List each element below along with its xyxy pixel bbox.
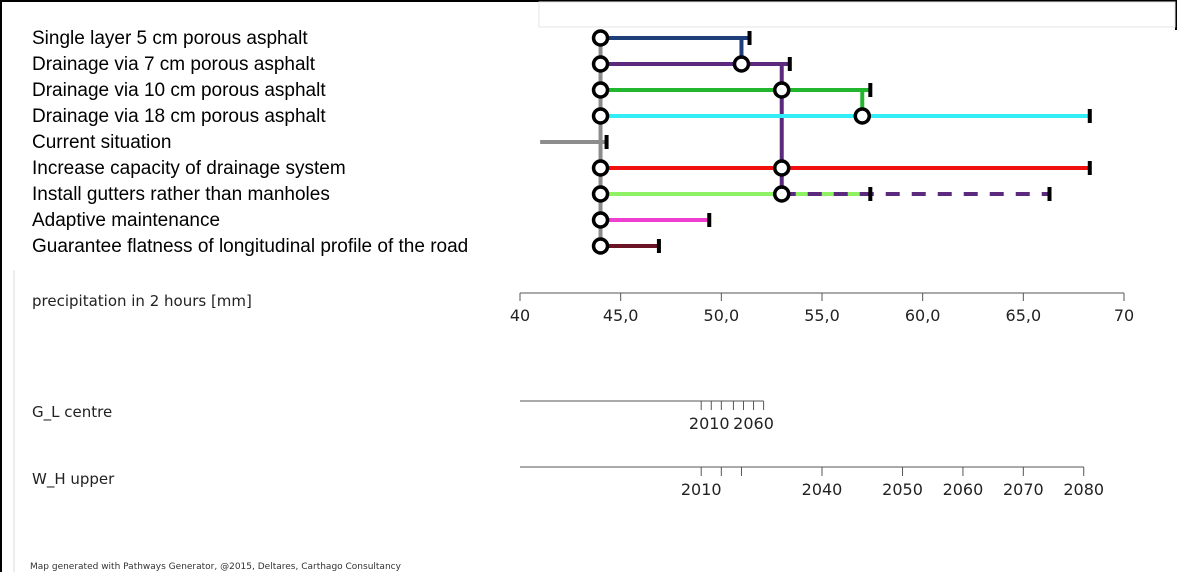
- transfer-node: [591, 237, 610, 255]
- transfer-nodes: [591, 29, 872, 255]
- measure-label: Adaptive maintenance: [32, 210, 220, 231]
- pathway-end-tick: [707, 213, 712, 227]
- scenario-year-label: 2010: [689, 414, 730, 433]
- transfer-node: [591, 29, 610, 47]
- transfer-node: [591, 185, 610, 203]
- measure-label: Drainage via 7 cm porous asphalt: [32, 54, 316, 75]
- axis-tick-label: 60,0: [905, 306, 941, 325]
- axis-tick-label: 55,0: [804, 306, 840, 325]
- scenario-label: G_L centre: [32, 403, 112, 422]
- transfer-node: [772, 159, 791, 177]
- transfer-lines: [598, 38, 865, 246]
- axis-title: precipitation in 2 hours [mm]: [32, 292, 252, 310]
- scenario-year-label: 2010: [681, 480, 722, 499]
- pathway-end-tick: [604, 135, 609, 149]
- pathway-end-tick: [1047, 187, 1052, 201]
- pathway-segments: [540, 36, 1090, 248]
- axis-tick-label: 50,0: [704, 306, 740, 325]
- transfer-node: [591, 211, 610, 229]
- scenario-year-label: 2070: [1003, 480, 1044, 499]
- pathway-end-tick: [868, 187, 873, 201]
- axis-tick-label: 70: [1114, 306, 1134, 325]
- scenario-year-label: 2060: [943, 480, 984, 499]
- axis-tick-label: 40: [510, 306, 530, 325]
- measure-label: Guarantee flatness of longitudinal profi…: [32, 236, 468, 257]
- frame-right-border: [1175, 0, 1177, 30]
- transfer-node: [853, 107, 872, 125]
- pathway-end-tick: [656, 239, 661, 253]
- axis-tick-label: 65,0: [1006, 306, 1042, 325]
- pathway-end-ticks: [604, 31, 1092, 253]
- transfer-node: [772, 185, 791, 203]
- measure-label: Single layer 5 cm porous asphalt: [32, 28, 308, 49]
- measure-label: Drainage via 18 cm porous asphalt: [32, 106, 326, 127]
- transfer-node: [591, 81, 610, 99]
- transfer-node: [591, 55, 610, 73]
- transfer-node: [732, 55, 751, 73]
- scenario-year-label: 2050: [882, 480, 923, 499]
- pathway-end-tick: [787, 57, 792, 71]
- frame-top-border: [0, 0, 1177, 2]
- scenario-year-label: 2040: [802, 480, 843, 499]
- measure-labels: Single layer 5 cm porous asphalt Drainag…: [32, 28, 468, 257]
- frame-left-border: [0, 0, 2, 572]
- precipitation-axis: 40 45,0 50,0 55,0 60,0 65,0 70: [510, 292, 1134, 325]
- transfer-node: [591, 159, 610, 177]
- map-panel-tab: [538, 1, 1176, 28]
- transfer-node: [772, 81, 791, 99]
- footer-credit: Map generated with Pathways Generator, @…: [30, 562, 402, 572]
- scenario-year-label: 2060: [733, 414, 774, 433]
- measure-label: Install gutters rather than manholes: [32, 184, 330, 205]
- scenario-label: W_H upper: [32, 470, 115, 489]
- transfer-node: [591, 107, 610, 125]
- measure-label: Increase capacity of drainage system: [32, 158, 346, 179]
- pathway-end-tick: [1087, 161, 1092, 175]
- measure-label: Drainage via 10 cm porous asphalt: [32, 80, 326, 101]
- pathway-end-tick: [868, 83, 873, 97]
- pathway-end-tick: [1087, 109, 1092, 123]
- scenario-year-label: 2080: [1063, 480, 1104, 499]
- pathway-end-tick: [747, 31, 752, 45]
- axis-tick-label: 45,0: [603, 306, 639, 325]
- measure-label: Current situation: [32, 132, 171, 153]
